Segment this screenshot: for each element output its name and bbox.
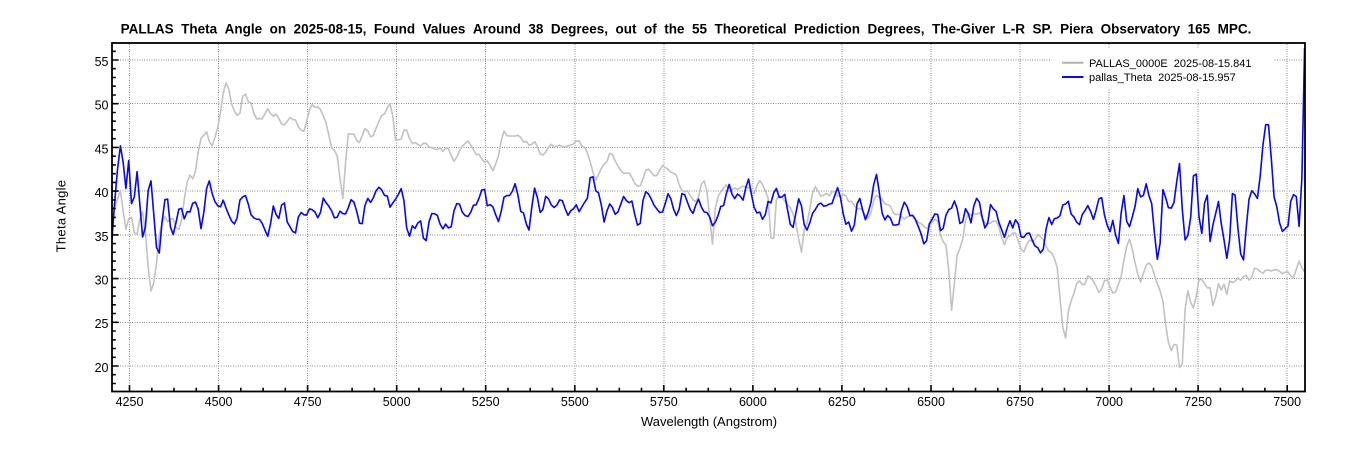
svg-text:7000: 7000 xyxy=(1095,395,1123,409)
svg-text:7500: 7500 xyxy=(1273,395,1301,409)
svg-text:20: 20 xyxy=(95,361,109,375)
svg-text:30: 30 xyxy=(95,274,109,288)
svg-text:6500: 6500 xyxy=(917,395,945,409)
svg-text:25: 25 xyxy=(95,317,109,331)
svg-text:pallas_Theta 2025-08-15.957: pallas_Theta 2025-08-15.957 xyxy=(1089,72,1236,84)
svg-text:55: 55 xyxy=(95,55,109,69)
svg-text:35: 35 xyxy=(95,230,109,244)
svg-text:5250: 5250 xyxy=(472,395,500,409)
svg-text:4750: 4750 xyxy=(294,395,322,409)
svg-text:5500: 5500 xyxy=(561,395,589,409)
svg-text:4250: 4250 xyxy=(116,395,144,409)
svg-text:Theta Angle: Theta Angle xyxy=(54,180,69,253)
svg-text:4500: 4500 xyxy=(205,395,233,409)
svg-text:PALLAS_0000E 2025-08-15.841: PALLAS_0000E 2025-08-15.841 xyxy=(1089,58,1251,70)
svg-text:45: 45 xyxy=(95,142,109,156)
svg-text:Wavelength (Angstrom): Wavelength (Angstrom) xyxy=(641,414,777,429)
svg-text:6250: 6250 xyxy=(828,395,856,409)
svg-text:6000: 6000 xyxy=(739,395,767,409)
svg-text:PALLAS Theta Angle on 2025: PALLAS Theta Angle on 2025-08-15, Found … xyxy=(121,22,1252,37)
svg-text:5000: 5000 xyxy=(383,395,411,409)
svg-text:6750: 6750 xyxy=(1006,395,1034,409)
svg-text:7250: 7250 xyxy=(1184,395,1212,409)
svg-text:40: 40 xyxy=(95,186,109,200)
svg-text:5750: 5750 xyxy=(650,395,678,409)
svg-text:50: 50 xyxy=(95,99,109,113)
